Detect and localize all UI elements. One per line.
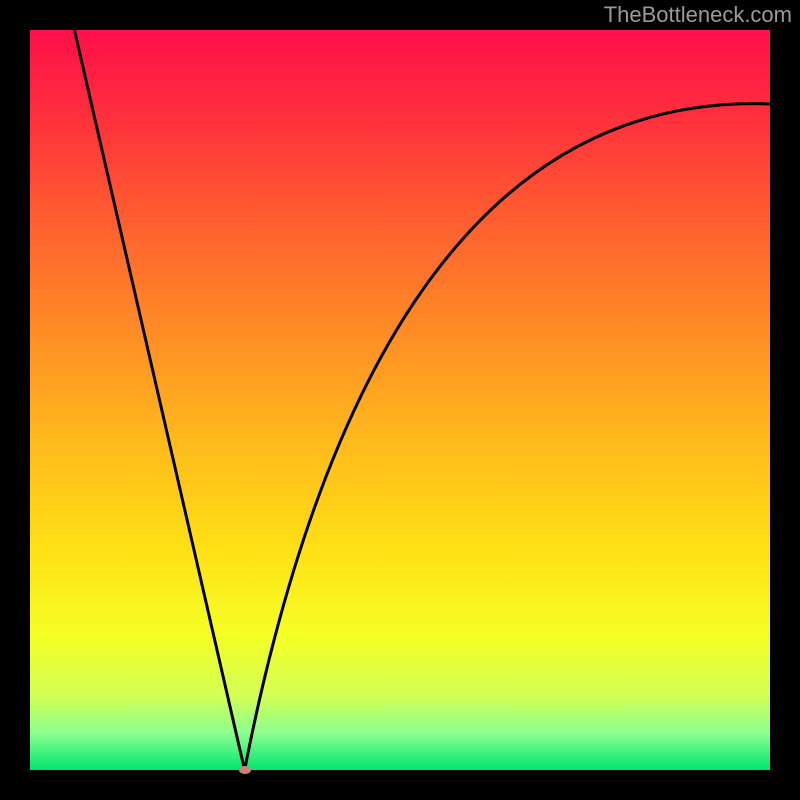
watermark-text: TheBottleneck.com — [604, 2, 792, 28]
bottleneck-curve — [30, 30, 770, 770]
dip-marker — [239, 766, 251, 774]
plot-area — [30, 30, 770, 770]
chart-root: TheBottleneck.com — [0, 0, 800, 800]
